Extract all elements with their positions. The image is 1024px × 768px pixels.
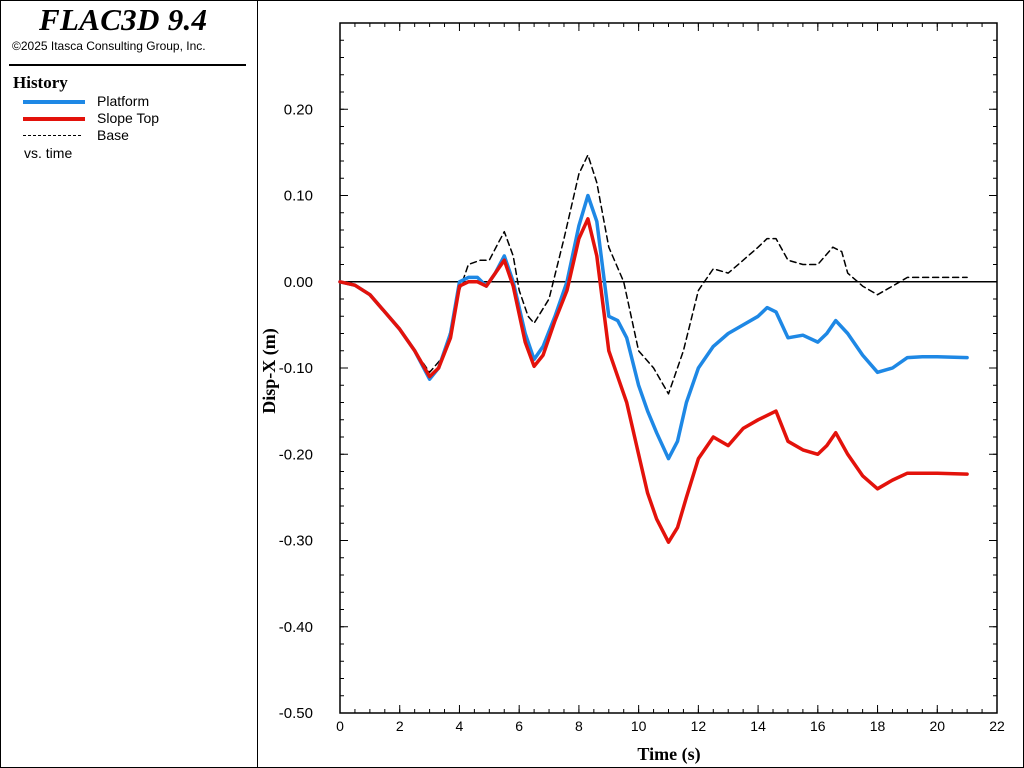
y-tick-label: 0.20	[284, 101, 313, 118]
y-tick-label: 0.10	[284, 188, 313, 205]
x-tick-labels: 0 2 4 6 8 10 12 14 16 18 20 22	[336, 718, 1005, 734]
y-tick-label: -0.50	[279, 705, 313, 722]
y-axis-label: Disp-X (m)	[259, 328, 280, 414]
series-lines	[338, 154, 969, 544]
title-divider	[9, 64, 246, 66]
legend-panel: FLAC3D 9.4 ©2025 Itasca Consulting Group…	[1, 1, 258, 767]
legend-swatch-platform	[23, 100, 85, 104]
x-tick-label: 12	[691, 718, 707, 734]
legend-heading: History	[13, 73, 68, 92]
series-line-base	[339, 154, 968, 395]
y-tick-labels: -0.50 -0.40 -0.30 -0.20 -0.10 0.00 0.10 0.20	[279, 101, 313, 722]
tick-marks	[339, 22, 998, 714]
x-tick-label: 14	[750, 718, 766, 734]
y-tick-label: -0.10	[279, 360, 313, 377]
legend-label-platform: Platform	[97, 93, 150, 109]
legend-swatch-slope-top	[23, 117, 85, 121]
legend-swatch-base	[23, 135, 81, 136]
y-tick-label: 0.00	[284, 274, 313, 291]
x-tick-label: 10	[631, 718, 647, 734]
y-tick-label: -0.40	[279, 619, 313, 636]
y-tick-label: -0.20	[279, 446, 313, 463]
legend-label-slope-top: Slope Top	[97, 110, 160, 126]
x-tick-label: 8	[575, 718, 583, 734]
legend-vs-label: vs. time	[24, 145, 73, 161]
series-line-slope-top	[338, 217, 969, 544]
x-tick-label: 4	[456, 718, 464, 734]
x-tick-label: 20	[929, 718, 945, 734]
x-tick-label: 6	[515, 718, 523, 734]
history-chart: 0 2 4 6 8 10 12 14 16 18 20 22 -0.50 -0.40 -0.30 -0.20…	[259, 22, 1005, 765]
x-tick-label: 2	[396, 718, 404, 734]
y-tick-label: -0.30	[279, 533, 313, 550]
copyright-text: ©2025 Itasca Consulting Group, Inc.	[12, 39, 206, 53]
x-tick-label: 16	[810, 718, 826, 734]
app-title: FLAC3D 9.4	[39, 2, 208, 37]
legend-label-base: Base	[97, 127, 129, 143]
x-tick-label: 18	[870, 718, 886, 734]
x-tick-label: 0	[336, 718, 344, 734]
x-tick-label: 22	[989, 718, 1005, 734]
x-axis-label: Time (s)	[637, 744, 700, 765]
series-line-platform	[338, 193, 969, 461]
